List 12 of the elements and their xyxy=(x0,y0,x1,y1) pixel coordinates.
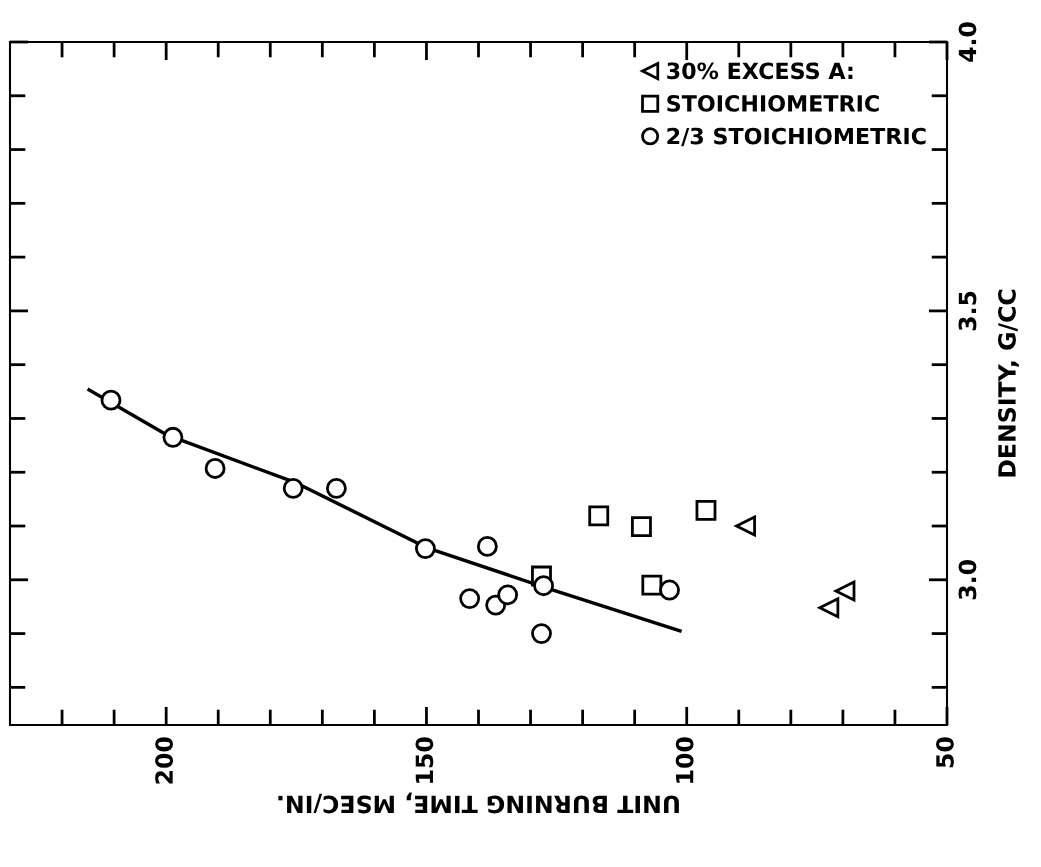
x-tick-label: 100 xyxy=(675,737,694,783)
y-axis-title: DENSITY, G/CC xyxy=(998,289,1019,477)
y-tick-label: 3.5 xyxy=(958,291,977,331)
legend-label: STOICHIOMETRIC xyxy=(667,95,879,112)
y-tick-label: 3.0 xyxy=(958,560,977,600)
x-tick-label: 150 xyxy=(415,737,434,783)
x-axis-title: UNIT BURNING TIME, MSEC/IN. xyxy=(278,792,679,814)
y-tick-label: 4.0 xyxy=(958,22,977,62)
legend-label: 30% EXCESS A: xyxy=(667,62,853,80)
x-tick-label: 200 xyxy=(155,737,174,784)
x-tick-label: 50 xyxy=(935,737,954,768)
legend-label: 2/3 STOICHIOMETRIC xyxy=(667,127,926,147)
